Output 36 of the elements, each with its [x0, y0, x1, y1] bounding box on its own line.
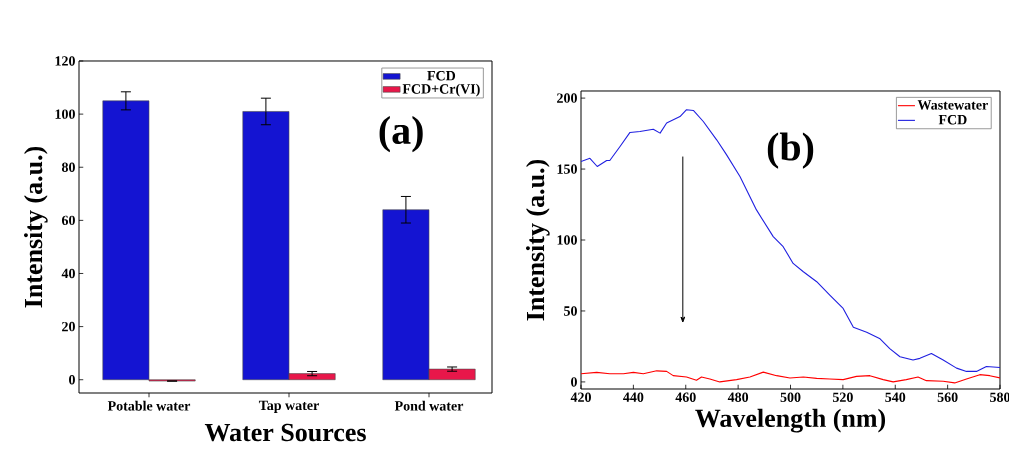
y-tick-label: 60 [61, 215, 75, 226]
x-axis-title: Water Sources [204, 423, 366, 442]
x-tick-label: 560 [937, 392, 958, 402]
y-tick-label: 100 [55, 109, 75, 119]
y-axis-title: Intensity (a.u.) [525, 159, 550, 321]
y-tick-label: 20 [62, 321, 75, 332]
y-tick-label: 80 [61, 162, 75, 172]
legend-label: FCD+Cr(VI) [402, 83, 480, 97]
y-tick-label: 0 [69, 374, 75, 385]
line-series [581, 109, 1001, 372]
y-tick-label: 100 [557, 235, 577, 245]
x-axis-title: Wavelength (nm) [695, 408, 886, 433]
x-tick-label: 580 [990, 392, 1009, 402]
annotation: (a) [379, 115, 423, 153]
x-tick-label: 520 [832, 392, 853, 402]
y-axis-title: Intensity (a.u.) [23, 146, 48, 308]
x-tick-label: 480 [727, 392, 749, 402]
x-tick-label: 460 [675, 392, 696, 402]
y-tick-label: 40 [61, 268, 75, 279]
legend-label: Wastewater [917, 100, 988, 110]
y-tick-label: 200 [557, 93, 577, 103]
y-tick-label: 50 [564, 306, 577, 316]
x-tick-label: Potable water [107, 400, 191, 411]
x-tick-label: Pond water [394, 400, 464, 411]
x-tick-label: 500 [780, 392, 801, 402]
line-series [581, 370, 1001, 384]
y-tick-label: 120 [55, 56, 75, 66]
y-tick-label: 0 [571, 377, 577, 387]
y-tick-label: 150 [557, 164, 577, 174]
x-tick-label: 420 [570, 392, 591, 402]
x-tick-label: Tap water [258, 400, 319, 413]
legend-label: FCD [938, 115, 967, 125]
x-tick-label: 440 [623, 392, 644, 402]
x-tick-label: 540 [885, 392, 906, 402]
legend-label: FCD [427, 71, 456, 81]
annotation: (b) [767, 132, 814, 169]
